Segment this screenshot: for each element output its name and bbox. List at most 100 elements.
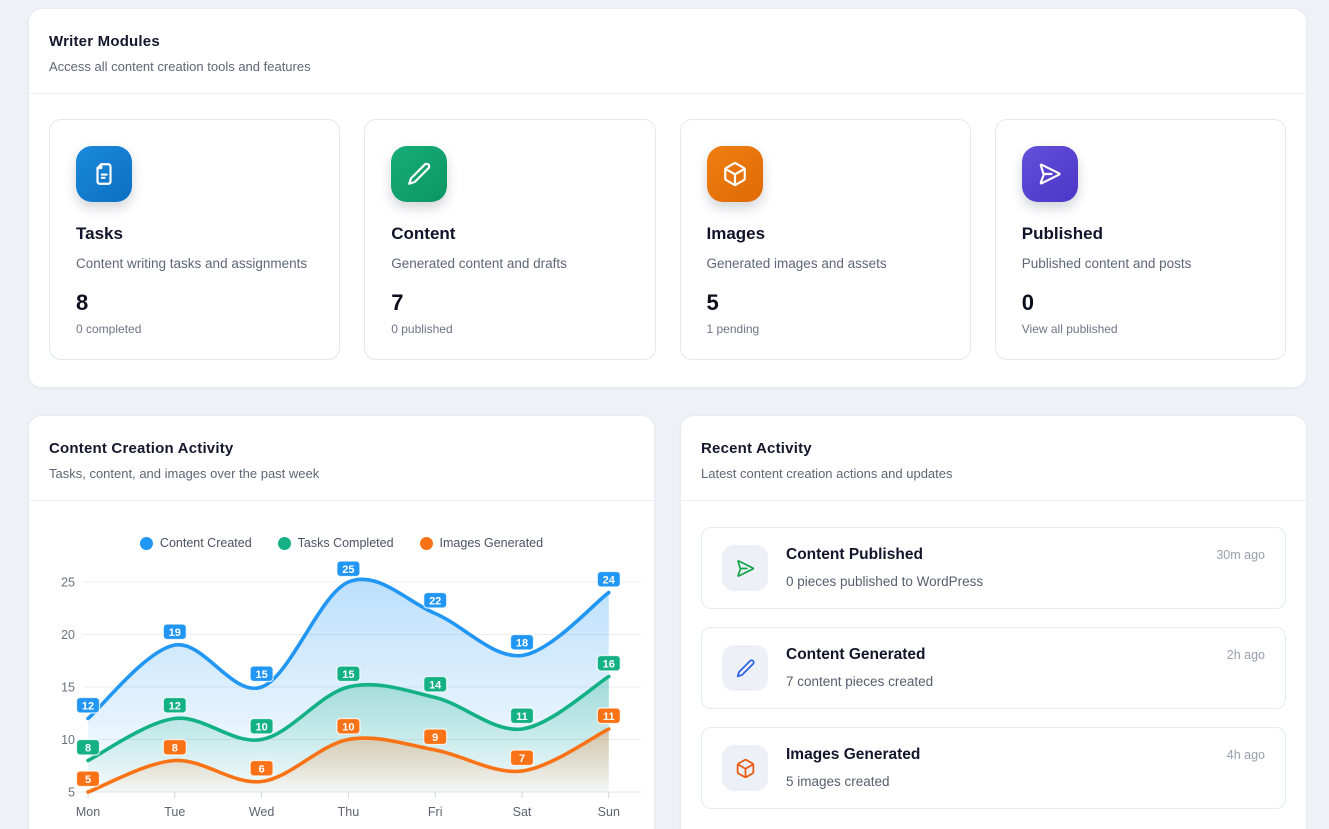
svg-text:15: 15 [342,669,354,681]
module-icon-tile [391,146,448,202]
module-description: Published content and posts [1021,256,1192,271]
activity-body: Content Published 0 pieces published to W… [786,545,1198,589]
svg-text:Sun: Sun [598,805,620,819]
activity-body: Content Generated 7 content pieces create… [786,645,1209,689]
svg-text:Thu: Thu [338,805,360,819]
module-card-published[interactable]: Published Published content and posts 0 Vie… [994,119,1286,360]
writer-modules-title: Writer Modules [49,33,160,50]
svg-text:11: 11 [603,711,615,723]
legend-label: Tasks Completed [297,536,394,550]
module-icon-tile [1021,146,1078,202]
activity-line-chart: 12 19 15 25 22 18 24 8 12 10 15 14 11 16 5 8 6 10 9 7 11 5 10 1… [61,560,641,819]
svg-text:7: 7 [519,753,525,765]
svg-text:Fri: Fri [428,805,443,819]
svg-text:Sat: Sat [513,805,532,819]
svg-text:15: 15 [61,681,75,695]
module-title: Published [1021,224,1103,243]
cube-icon [723,162,746,186]
svg-text:16: 16 [603,658,615,670]
svg-text:24: 24 [603,574,616,586]
svg-text:Tue: Tue [164,805,185,819]
legend-item-tasks-completed[interactable]: Tasks Completed [277,536,394,550]
svg-text:12: 12 [169,700,181,712]
legend-item-images-generated[interactable]: Images Generated [419,536,544,550]
svg-text:18: 18 [516,637,528,649]
module-subtext: 0 completed [76,322,142,336]
legend-dot [277,536,291,550]
content-creation-activity-panel: Content Creation Activity Tasks, content… [28,415,655,829]
svg-text:12: 12 [82,700,94,712]
svg-text:5: 5 [85,774,91,786]
module-description: Generated images and assets [706,256,887,271]
activity-description: 0 pieces published to WordPress [786,574,984,589]
svg-text:10: 10 [61,733,75,747]
send-icon [736,559,754,577]
svg-text:15: 15 [255,669,267,681]
module-title: Content [391,224,456,243]
chart-legend: Content Created Tasks Completed Images Gen… [29,534,654,552]
svg-text:Mon: Mon [76,805,100,819]
svg-text:9: 9 [432,732,438,744]
chart-panel-subtitle: Tasks, content, and images over the past… [49,466,320,481]
writer-modules-panel: Writer Modules Access all content creati… [28,8,1307,388]
module-title: Images [706,224,766,243]
module-count: 5 [706,290,719,315]
legend-item-content-created[interactable]: Content Created [139,536,252,550]
legend-label: Content Created [159,536,252,550]
activity-list: Content Published 0 pieces published to W… [681,501,1306,829]
writer-modules-subtitle: Access all content creation tools and fe… [49,59,311,74]
svg-text:14: 14 [429,679,442,691]
activity-title: Images Generated [786,746,921,763]
svg-text:10: 10 [255,721,267,733]
activity-description: 7 content pieces created [786,674,934,689]
module-description: Content writing tasks and assignments [76,256,308,271]
module-count: 7 [391,290,404,315]
activity-body: Images Generated 5 images created [786,745,1209,789]
module-card-content[interactable]: Content Generated content and drafts 7 0 pu… [364,119,656,360]
activity-timestamp: 4h ago [1226,748,1265,762]
activity-item-content-published[interactable]: Content Published 0 pieces published to W… [701,527,1286,609]
svg-text:10: 10 [342,721,354,733]
activity-icon-tile [722,545,768,591]
module-subtext: 0 published [391,322,453,336]
svg-text:5: 5 [68,786,75,800]
pencil-icon [408,162,431,185]
svg-text:22: 22 [429,595,441,607]
svg-text:8: 8 [172,742,178,754]
activity-timestamp: 30m ago [1216,548,1265,562]
svg-text:Wed: Wed [249,805,275,819]
legend-dot [139,536,153,550]
recent-activity-title: Recent Activity [701,440,812,457]
document-icon [96,163,112,185]
activity-timestamp: 2h ago [1226,648,1265,662]
svg-text:11: 11 [516,711,528,723]
svg-text:25: 25 [61,576,75,590]
cube-icon [736,758,754,778]
module-icon-tile [76,146,132,202]
module-count: 8 [76,290,89,315]
chart-body: Content Created Tasks Completed Images Gen… [29,501,654,829]
module-count: 0 [1021,290,1034,315]
recent-activity-subtitle: Latest content creation actions and upda… [701,466,953,481]
recent-activity-header: Recent Activity Latest content creation … [681,416,1306,501]
module-description: Generated content and drafts [391,256,567,271]
module-card-tasks[interactable]: Tasks Content writing tasks and assignmen… [49,119,341,360]
modules-grid: Tasks Content writing tasks and assignmen… [29,94,1306,385]
module-subtext: 1 pending [706,322,760,336]
module-card-images[interactable]: Images Generated images and assets 5 1 pend… [679,119,971,360]
svg-text:6: 6 [259,763,265,775]
activity-title: Content Published [786,546,923,563]
module-icon-tile [706,146,763,202]
module-subtext: View all published [1021,322,1118,336]
chart-panel-header: Content Creation Activity Tasks, content… [29,416,654,501]
activity-icon-tile [722,645,768,691]
svg-text:20: 20 [61,628,75,642]
activity-icon-tile [722,745,768,791]
chart-panel-title: Content Creation Activity [49,440,234,457]
module-title: Tasks [76,224,123,243]
activity-item-content-generated[interactable]: Content Generated 7 content pieces create… [701,627,1286,709]
activity-item-images-generated[interactable]: Images Generated 5 images created 4h ago [701,727,1286,809]
svg-text:8: 8 [85,742,91,754]
legend-label: Images Generated [439,536,544,550]
svg-text:25: 25 [342,564,354,576]
